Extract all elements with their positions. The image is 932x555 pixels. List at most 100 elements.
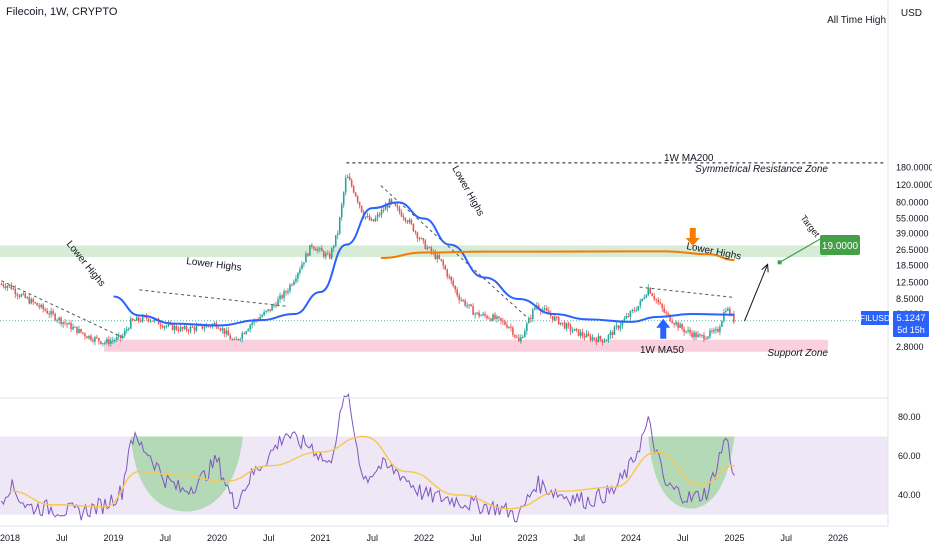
candle-body — [434, 252, 437, 259]
candle-body — [717, 329, 719, 332]
candle-body — [233, 339, 236, 341]
candle-body — [34, 302, 37, 304]
price-tick-label: 80.0000 — [896, 197, 929, 207]
candle-body — [112, 340, 114, 342]
candle-body — [601, 339, 604, 343]
candle-body — [104, 342, 106, 344]
candle-body — [217, 327, 220, 329]
candle-body — [472, 306, 474, 315]
candle-body — [394, 203, 397, 206]
candle-body — [597, 336, 600, 342]
candle-body — [303, 262, 305, 265]
time-tick-label: Jul — [159, 533, 171, 543]
time-tick-label: Jul — [470, 533, 482, 543]
candle-body — [532, 309, 534, 319]
candle-body — [563, 322, 566, 329]
price-badge-value: 5.1247 — [896, 313, 925, 324]
candle-body — [159, 324, 162, 327]
candle-body — [340, 204, 343, 218]
candle-body — [334, 235, 337, 246]
candle-body — [551, 315, 554, 321]
candle-body — [301, 264, 303, 270]
candle-body — [458, 295, 460, 301]
candle-body — [88, 335, 90, 339]
candle-body — [325, 253, 327, 257]
candle-body — [637, 305, 640, 311]
candle-body — [444, 265, 447, 270]
candle-body — [402, 216, 405, 219]
candle-body — [607, 335, 610, 340]
candle-body — [309, 245, 311, 256]
time-tick-label: 2021 — [310, 533, 330, 543]
rsi-ma-line — [9, 435, 735, 510]
candle-body — [727, 308, 729, 311]
candle-body — [26, 297, 29, 299]
candle-body — [372, 219, 375, 222]
candle-body — [291, 284, 293, 286]
currency-label[interactable]: USD — [900, 8, 922, 19]
candle-body — [74, 326, 76, 328]
candle-body — [328, 253, 331, 259]
candle-body — [46, 310, 48, 314]
candle-body — [631, 309, 634, 312]
candle-body — [40, 304, 42, 308]
candle-body — [374, 217, 377, 222]
candle-body — [733, 313, 735, 323]
candle-body — [482, 313, 484, 316]
candle-body — [364, 216, 367, 218]
candle-body — [70, 322, 72, 330]
candle-body — [10, 284, 13, 290]
candle-body — [484, 313, 486, 316]
candle-body — [500, 317, 502, 321]
candle-body — [438, 255, 441, 259]
candle-body — [183, 326, 186, 329]
candle-body — [506, 324, 508, 328]
candle-body — [135, 317, 138, 321]
candle-body — [84, 333, 86, 337]
candle-body — [201, 324, 204, 329]
candle-body — [165, 325, 168, 327]
candle-body — [452, 280, 454, 286]
candle-body — [277, 299, 279, 307]
candle-body — [360, 205, 363, 213]
candle-body — [643, 297, 646, 299]
candle-body — [76, 326, 78, 334]
time-tick-label: 2020 — [207, 533, 227, 543]
candle-body — [460, 299, 462, 301]
candle-body — [323, 251, 325, 257]
candle-body — [30, 299, 33, 304]
candle-body — [492, 314, 494, 321]
candle-body — [181, 326, 184, 329]
candle-body — [635, 310, 638, 312]
candle-body — [524, 330, 526, 338]
candle-body — [279, 295, 281, 300]
candle-body — [571, 330, 574, 332]
candle-body — [613, 326, 616, 335]
candle-body — [285, 291, 287, 293]
rsi-line — [0, 392, 735, 523]
candle-body — [496, 316, 498, 319]
candle-body — [14, 288, 17, 295]
candle-body — [24, 293, 27, 298]
candle-body — [641, 298, 644, 301]
candle-body — [715, 329, 717, 331]
candle-body — [617, 325, 620, 329]
chart-title: Filecoin, 1W, CRYPTO — [6, 6, 118, 18]
candle-body — [645, 295, 648, 298]
candle-body — [426, 247, 429, 250]
candle-body — [575, 328, 578, 330]
candle-body — [338, 217, 341, 234]
candle-body — [72, 326, 74, 330]
candle-body — [675, 322, 677, 325]
candle-body — [729, 308, 731, 316]
candle-body — [100, 341, 102, 344]
symbol-badge-label: FILUSD — [860, 313, 890, 323]
ma50-line — [113, 201, 735, 327]
price-tick-label: 39.0000 — [896, 228, 929, 238]
rsi-bottom-hump-2024 — [648, 436, 735, 509]
candle-body — [697, 334, 699, 338]
candle-body — [195, 326, 198, 331]
candle-body — [133, 320, 136, 322]
